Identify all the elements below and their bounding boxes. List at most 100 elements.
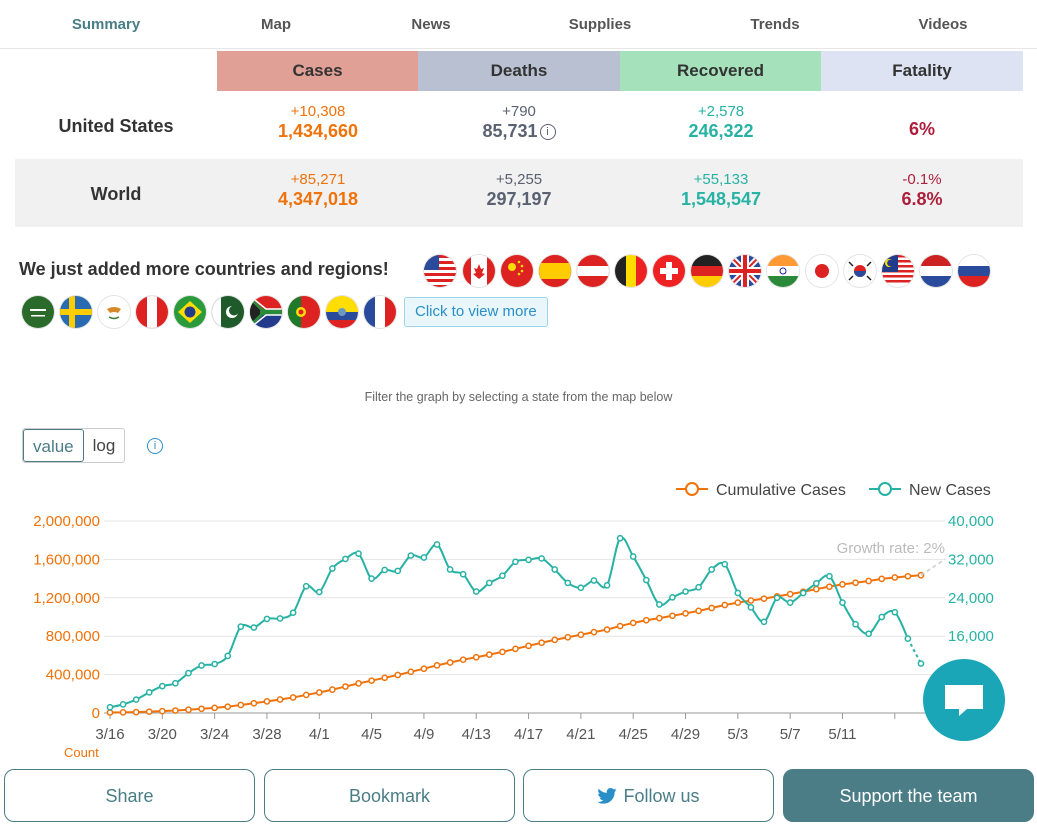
flag-switzerland-icon[interactable] [653,255,685,287]
us-cases-cell: +10,308 1,434,660 [217,104,419,142]
flag-spain-icon[interactable] [539,255,571,287]
header-deaths[interactable]: Deaths [418,51,620,91]
world-deaths-delta: +5,255 [495,171,543,188]
x-axis-tick: 3/24 [200,726,229,743]
series-line-new-cases [109,536,909,709]
flag-japan-icon[interactable] [806,255,838,287]
point-new-cases [224,652,232,660]
flag-china-icon[interactable] [501,255,533,287]
point-cumulative [250,699,258,707]
point-new-cases [329,565,336,572]
world-fatality-cell: -0.1% 6.8% [821,172,1023,210]
point-new-cases [381,566,389,574]
point-new-cases [459,570,467,578]
point-cumulative [198,705,205,713]
point-new-cases [642,576,650,584]
flag-canada-icon[interactable] [463,255,495,287]
row-world: World +85,271 4,347,018 +5,255 297,197 +… [15,159,1023,227]
point-new-cases [708,566,716,573]
point-cumulative [172,707,179,714]
flag-malaysia-icon[interactable] [882,255,914,287]
point-cumulative [342,683,349,690]
point-cumulative [616,622,624,630]
flag-russia-icon[interactable] [958,255,990,287]
point-new-cases [185,669,192,677]
flag-ecuador-icon[interactable] [326,296,358,328]
flag-germany-icon[interactable] [691,255,723,287]
us-recovered-value: 246,322 [688,121,754,141]
value-toggle-button[interactable]: value [23,429,84,462]
point-new-cases [551,566,559,573]
graph-info-icon[interactable]: i [147,438,163,454]
flag-france-icon[interactable] [364,296,396,328]
view-more-button[interactable]: Click to view more [404,297,548,327]
left-axis-tick: 0 [92,705,100,722]
flag-belgium-icon[interactable] [615,255,647,287]
header-fatality[interactable]: Fatality [821,51,1023,91]
point-cumulative [629,619,637,627]
tab-supplies[interactable]: Supplies [568,16,632,33]
point-cumulative [721,601,729,609]
point-cumulative [315,689,323,696]
tab-trends[interactable]: Trends [750,16,800,33]
point-new-cases [106,703,114,711]
flag-brazil-icon[interactable] [174,296,206,328]
flag-pakistan-icon[interactable] [212,296,244,328]
point-cumulative [590,628,598,636]
flag-usa-icon[interactable] [424,255,456,287]
flag-peru-icon[interactable] [136,296,168,328]
x-axis-tick: 5/7 [780,726,801,743]
flag-sweden-icon[interactable] [60,296,92,328]
flag-india-icon[interactable] [767,255,799,287]
point-cumulative [669,612,676,620]
point-new-cases [799,589,807,597]
filter-hint: Filter the graph by selecting a state fr… [364,390,673,404]
us-deaths-value: 85,731 [482,121,538,141]
log-toggle-button[interactable]: log [92,436,116,455]
info-icon[interactable]: i [539,124,556,141]
point-new-cases [852,620,859,628]
world-fatality-delta: -0.1% [902,171,942,188]
legend-label-cumulative: Cumulative Cases [716,482,846,499]
right-axis-tick: 40,000 [948,513,994,530]
follow-us-button[interactable]: Follow us [523,769,774,822]
x-axis-tick: 5/3 [727,726,748,743]
series-line-new-cases-projection [906,638,922,665]
flag-uk-icon[interactable] [729,255,761,287]
header-recovered[interactable]: Recovered [620,51,821,91]
point-cumulative [865,577,872,585]
point-new-cases [342,555,349,563]
header-cases[interactable]: Cases [217,51,418,91]
flag-netherlands-icon[interactable] [920,255,952,287]
flag-south-korea-icon[interactable] [844,255,876,287]
us-deaths-cell: +790 85,731 i [418,104,620,142]
point-new-cases [237,623,245,630]
tab-videos[interactable]: Videos [918,16,968,33]
flag-cyprus-icon[interactable] [98,296,130,328]
world-deaths-value: 297,197 [486,189,552,209]
us-deaths-delta: +790 [502,103,536,120]
world-deaths-cell: +5,255 297,197 [418,172,620,210]
point-cumulative [551,636,559,644]
point-new-cases [891,608,899,616]
point-cumulative [603,626,611,633]
flag-portugal-icon[interactable] [288,296,320,328]
point-cumulative [499,648,506,656]
row-label-world: World [90,184,142,204]
tab-news[interactable]: News [411,16,451,33]
flag-south-africa-icon[interactable] [250,296,282,328]
point-new-cases [564,579,572,587]
point-cumulative [512,645,519,653]
tab-summary[interactable]: Summary [71,16,141,33]
bookmark-button[interactable]: Bookmark [264,769,515,822]
chat-button[interactable] [923,659,1005,741]
point-new-cases [145,689,153,696]
share-button[interactable]: Share [4,769,255,822]
point-new-cases [119,701,127,708]
point-cumulative [577,631,585,639]
flag-saudi-arabia-icon[interactable] [22,296,54,328]
point-cumulative [786,590,794,598]
flag-austria-icon[interactable] [577,255,609,287]
tab-map[interactable]: Map [261,16,291,33]
support-team-button[interactable]: Support the team [783,769,1034,822]
